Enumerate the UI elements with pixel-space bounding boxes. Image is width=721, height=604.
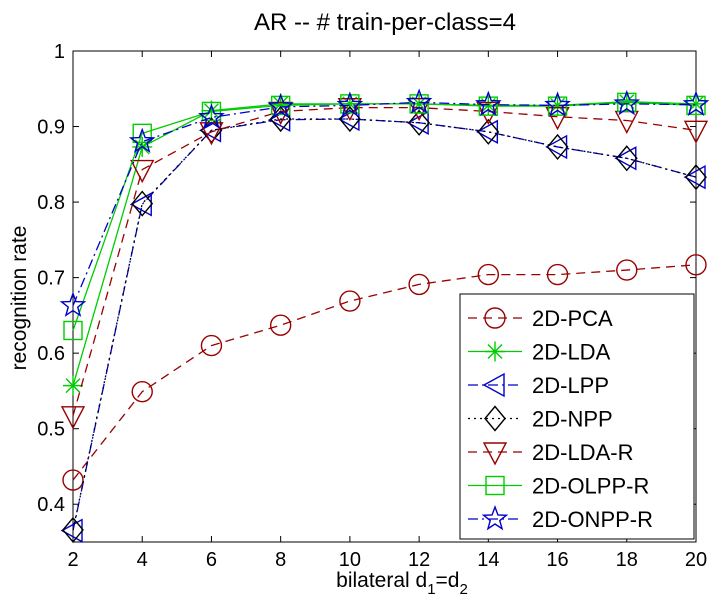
y-tick-label: 0.8 [37, 192, 65, 214]
x-axis-label-eq: =d [436, 569, 460, 592]
data-point [62, 516, 84, 544]
legend-entry: 2D-LPP [468, 372, 609, 398]
data-point [614, 146, 637, 171]
legend-marker [482, 442, 508, 466]
data-point [339, 290, 361, 312]
series-line [72, 107, 697, 417]
legend-entry: 2D-LDA-R [468, 440, 633, 466]
data-point [128, 127, 156, 153]
legend-entry: 2D-PCA [468, 306, 613, 331]
legend-entry: 2D-OLPP-R [468, 474, 649, 499]
data-point [475, 119, 499, 145]
legend-label: 2D-OLPP-R [532, 474, 649, 499]
y-tick-label: 0.5 [37, 419, 65, 441]
data-point [60, 406, 86, 430]
x-axis-label: bilateral d1=d2 [336, 569, 468, 598]
legend-marker [484, 405, 506, 432]
legend-label: 2D-LDA [532, 340, 611, 365]
legend-marker [484, 307, 506, 329]
data-point [63, 375, 83, 396]
data-point [198, 103, 225, 129]
x-tick-label: 20 [685, 549, 707, 571]
data-point [267, 92, 295, 119]
data-point [198, 118, 222, 143]
data-point [477, 263, 500, 286]
chart-title: AR -- # train-per-class=4 [254, 9, 516, 36]
legend-marker [482, 372, 505, 398]
x-tick-label: 12 [408, 549, 430, 571]
legend-marker [485, 475, 505, 496]
data-point [132, 123, 152, 144]
data-point [131, 190, 154, 217]
legend-entry: 2D-NPP [468, 405, 613, 432]
data-point [547, 96, 568, 116]
y-tick-label: 0.4 [37, 494, 65, 516]
y-tick-label: 0.6 [37, 343, 65, 365]
data-point [616, 259, 638, 281]
data-point [130, 159, 155, 184]
legend-label: 2D-LPP [532, 373, 609, 398]
plot-frame [72, 50, 697, 543]
data-point [682, 90, 710, 116]
data-point [546, 263, 569, 286]
data-point [545, 134, 568, 160]
data-point [131, 380, 153, 403]
series-2d-pca [62, 254, 707, 491]
series-line [72, 101, 697, 306]
data-point [544, 91, 571, 117]
data-point [685, 164, 707, 191]
series-line [72, 118, 697, 531]
x-tick-label: 2 [67, 549, 78, 571]
y-tick-label: 0.7 [37, 268, 65, 290]
legend-entry: 2D-ONPP-R [468, 504, 653, 532]
data-point [474, 90, 502, 116]
legend-label: 2D-LDA-R [532, 440, 633, 465]
data-point [545, 107, 570, 131]
legend-box [459, 293, 695, 540]
data-point [686, 95, 706, 116]
x-axis-label-sub2: 2 [460, 581, 468, 598]
x-tick-label: 6 [206, 549, 217, 571]
data-point [336, 91, 364, 117]
data-point [406, 97, 432, 122]
legend-marker [485, 341, 505, 362]
x-tick-label: 8 [275, 549, 286, 571]
data-point [478, 96, 499, 116]
x-tick-label: 10 [339, 549, 361, 571]
series-2d-onpp-r [59, 88, 710, 317]
x-tick-label: 14 [477, 549, 499, 571]
series-line [72, 264, 697, 481]
data-point [615, 145, 638, 172]
data-point [546, 133, 569, 161]
data-point [200, 334, 223, 357]
x-axis-label-sub1: 1 [427, 581, 435, 598]
x-axis-label-base: bilateral d [336, 569, 427, 592]
data-point [477, 118, 500, 145]
legend-entry: 2D-LDA [468, 340, 611, 365]
data-point [613, 89, 641, 116]
legend-label: 2D-PCA [532, 306, 613, 331]
legend-label: 2D-ONPP-R [532, 507, 653, 532]
y-tick-label: 0.9 [37, 117, 65, 139]
data-point [685, 254, 707, 276]
data-point [408, 273, 430, 296]
x-tick-label: 4 [137, 549, 148, 571]
y-tick-label: 1 [54, 41, 65, 63]
data-point [59, 291, 87, 317]
data-point [269, 314, 292, 336]
data-point [409, 94, 429, 114]
legend-marker [481, 504, 509, 531]
data-point [408, 109, 431, 136]
x-tick-label: 16 [546, 549, 568, 571]
data-point [405, 88, 433, 114]
x-tick-label: 18 [616, 549, 638, 571]
data-point [683, 120, 709, 144]
data-point [62, 469, 84, 491]
data-point [63, 320, 83, 341]
y-axis-label: recognition rate [8, 226, 31, 371]
data-point [201, 101, 222, 122]
legend-label: 2D-NPP [532, 407, 613, 432]
data-point [683, 164, 706, 190]
